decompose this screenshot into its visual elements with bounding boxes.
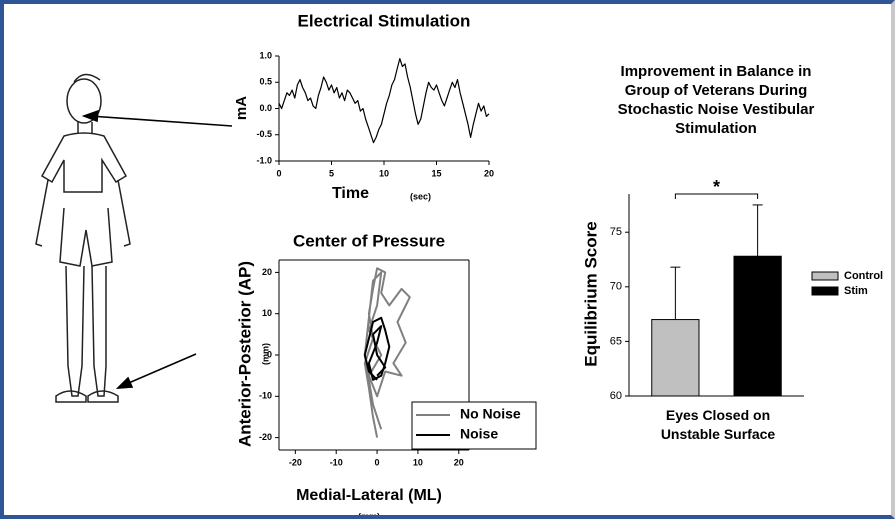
significance-marker: * [713, 177, 720, 197]
y-tick-label: -10 [259, 391, 272, 401]
legend-label: No Noise [460, 406, 521, 422]
data-line [363, 267, 411, 438]
x-tick-label: 15 [431, 168, 441, 178]
bar [651, 319, 700, 397]
x-axis-label: Medial-Lateral (ML) [296, 487, 442, 504]
x-axis-label: Time [332, 185, 369, 202]
y-tick-label: 20 [262, 267, 272, 277]
legend-label: Stim [844, 285, 868, 297]
significance-bracket [674, 193, 759, 199]
y-tick-label: 10 [262, 308, 272, 318]
legend-label: Control [844, 270, 883, 282]
person-illustration [35, 73, 131, 403]
x-tick-label: -20 [289, 457, 302, 467]
y-tick-label: -1.0 [256, 155, 272, 165]
y-tick-label: 0 [267, 349, 272, 359]
legend-swatch [811, 286, 839, 296]
bar [733, 255, 782, 397]
chart: Electrical Stimulation Time (sec) mA -1.0 -0.… [35, 11, 883, 515]
legend-label: Noise [460, 426, 498, 442]
x-axis-unit: (mm) [358, 511, 380, 515]
y-tick-label: 60 [610, 390, 622, 402]
x-tick-label: 20 [454, 457, 464, 467]
x-tick-label: 10 [379, 168, 389, 178]
y-tick-label: 1.0 [259, 50, 272, 60]
y-axis-label: Equilibrium Score [581, 221, 600, 366]
bar-chart-title: Improvement in Balance in Group of Veter… [617, 63, 815, 137]
y-axis-unit: (mm) [260, 343, 270, 365]
legend-swatch [811, 271, 839, 281]
legend-box [411, 401, 537, 450]
y-tick-label: 70 [610, 281, 622, 293]
y-axis-label: Anterior-Posterior (AP) [235, 261, 254, 447]
x-tick-label: 0 [375, 457, 380, 467]
pointer-arrows [81, 109, 233, 389]
y-tick-label: -0.5 [256, 129, 272, 139]
y-tick-label: -20 [259, 432, 272, 442]
x-tick-label: -10 [330, 457, 343, 467]
y-tick-label: 65 [610, 335, 622, 347]
y-tick-label: 75 [610, 226, 622, 238]
x-tick-label: 0 [276, 168, 281, 178]
chart-title: Center of Pressure [293, 231, 445, 250]
x-tick-label: 5 [329, 168, 334, 178]
data-line [363, 316, 391, 381]
x-tick-label: 20 [484, 168, 494, 178]
y-tick-label: 0.0 [259, 103, 272, 113]
data-line [278, 58, 490, 144]
x-tick-label: 10 [413, 457, 423, 467]
y-axis-label: mA [233, 96, 250, 120]
x-axis-unit: (sec) [410, 191, 431, 201]
chart-title: Electrical Stimulation [298, 11, 471, 30]
x-category-label: Eyes Closed on Unstable Surface [660, 407, 776, 442]
y-tick-label: 0.5 [259, 77, 272, 87]
